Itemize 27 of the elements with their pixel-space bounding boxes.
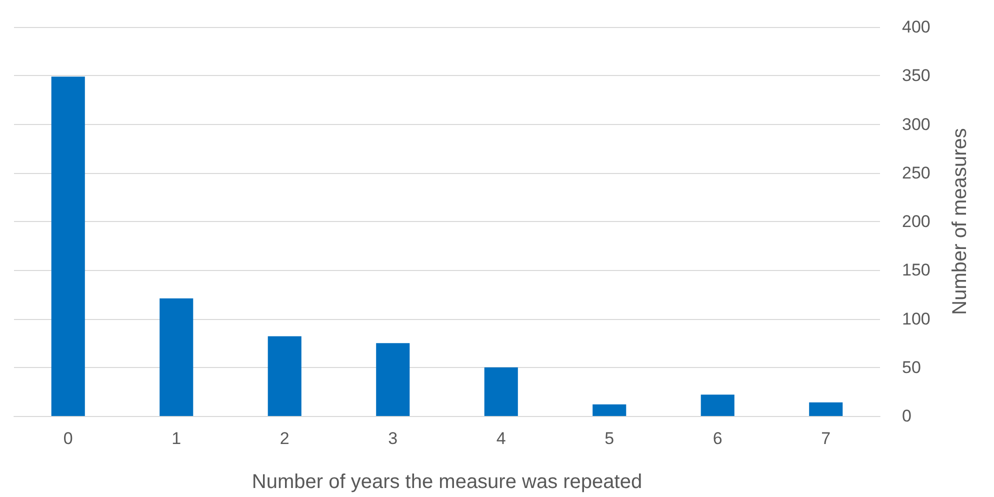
x-tick-label: 3 xyxy=(388,429,398,448)
bar xyxy=(592,404,626,416)
y-tick-label: 0 xyxy=(902,406,912,426)
x-tick-label: 2 xyxy=(280,429,290,448)
y-tick-label: 200 xyxy=(902,212,930,231)
y-tick-label: 300 xyxy=(902,114,930,134)
x-tick-label: 4 xyxy=(496,429,506,448)
bar xyxy=(376,343,410,416)
y-tick-label: 100 xyxy=(902,309,930,328)
y-tick-label: 350 xyxy=(902,66,930,86)
y-axis-title: Number of measures xyxy=(949,128,971,315)
x-tick-label: 0 xyxy=(63,429,73,448)
x-tick-label: 5 xyxy=(604,429,614,448)
bar xyxy=(51,76,85,416)
x-tick-label: 1 xyxy=(172,429,182,448)
y-tick-label: 50 xyxy=(902,358,921,377)
bar xyxy=(160,298,194,416)
bar xyxy=(700,394,734,416)
bar xyxy=(484,367,518,416)
x-axis-title: Number of years the measure was repeated xyxy=(252,471,642,493)
y-tick-label: 150 xyxy=(902,260,930,280)
y-tick-label: 400 xyxy=(902,18,930,36)
y-tick-label: 250 xyxy=(902,163,930,182)
x-tick-label: 6 xyxy=(712,429,722,448)
bar xyxy=(268,336,302,416)
x-tick-label: 7 xyxy=(821,429,831,448)
bar xyxy=(809,402,843,416)
